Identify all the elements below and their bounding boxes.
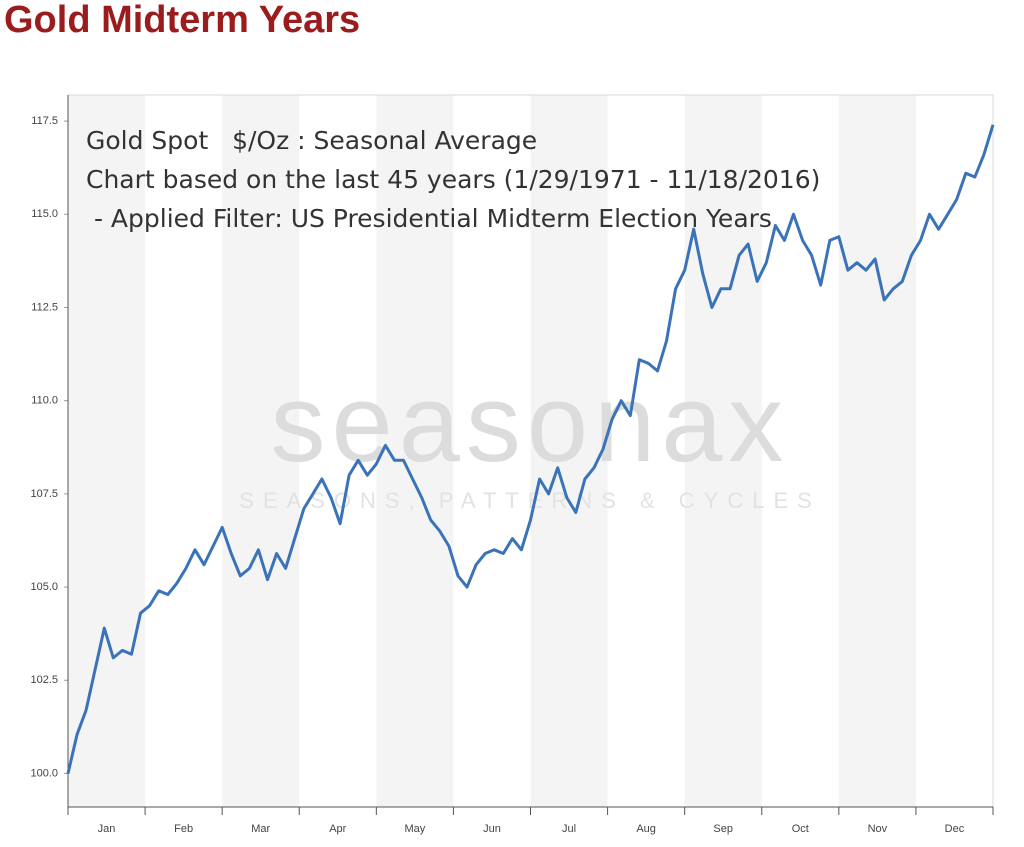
y-tick-label: 107.5 (30, 488, 58, 500)
x-tick-label: Dec (945, 823, 965, 835)
annotation: Gold Spot $/Oz : Seasonal Average (86, 126, 537, 155)
y-tick-label: 110.0 (31, 395, 58, 407)
x-tick-label: Apr (329, 823, 346, 835)
month-band (838, 95, 916, 807)
chart-title: Gold Midterm Years (4, 0, 360, 41)
annotation: - Applied Filter: US Presidential Midter… (86, 204, 772, 233)
month-band (684, 95, 762, 807)
month-band (530, 95, 608, 807)
month-band (68, 95, 146, 807)
series-line (66, 124, 995, 774)
y-tick-label: 105.0 (30, 581, 58, 593)
x-tick-label: May (404, 823, 425, 835)
x-tick-label: Oct (792, 823, 809, 835)
x-tick-label: Aug (636, 823, 656, 835)
y-tick-label: 102.5 (30, 674, 58, 686)
x-tick-label: Feb (174, 823, 193, 835)
y-tick-label: 100.0 (30, 767, 58, 779)
x-tick-label: Sep (713, 823, 733, 835)
y-tick-label: 112.5 (31, 301, 58, 313)
y-tick-label: 117.5 (31, 115, 58, 127)
month-band (222, 95, 300, 807)
y-tick-label: 115.0 (31, 208, 58, 220)
x-tick-label: Mar (251, 823, 270, 835)
x-tick-label: Jan (98, 823, 116, 835)
annotation: Chart based on the last 45 years (1/29/1… (86, 165, 820, 194)
x-tick-label: Jul (562, 823, 576, 835)
watermark-brand: seasonax (271, 362, 790, 485)
x-tick-label: Jun (483, 823, 501, 835)
x-tick-label: Nov (868, 823, 888, 835)
